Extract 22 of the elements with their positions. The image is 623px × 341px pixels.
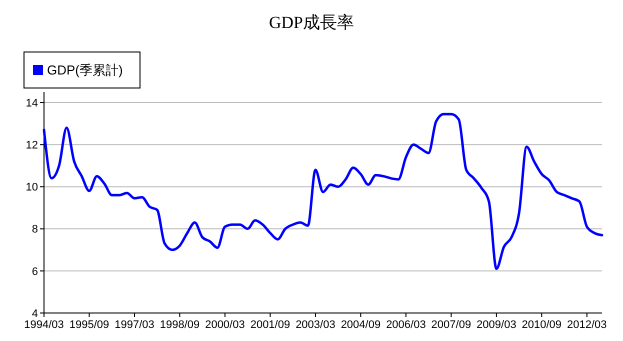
y-tick-label: 8 <box>32 224 38 236</box>
x-tick-label: 1994/03 <box>24 319 64 331</box>
x-tick-label: 2009/03 <box>476 319 516 331</box>
y-tick-label: 10 <box>26 182 38 194</box>
x-tick-label: 2010/09 <box>522 319 562 331</box>
x-tick-label: 2006/03 <box>386 319 426 331</box>
x-tick-label: 2001/09 <box>250 319 290 331</box>
y-tick-label: 12 <box>26 139 38 152</box>
x-tick-label: 1997/03 <box>114 319 154 331</box>
x-tick-label: 2012/03 <box>567 319 607 331</box>
y-tick-label: 14 <box>26 97 38 110</box>
x-tick-label: 2007/09 <box>431 319 472 331</box>
chart-title: GDP成長率 <box>268 13 354 32</box>
x-tick-label: 2000/03 <box>205 319 245 331</box>
x-tick-label: 1998/09 <box>160 319 200 331</box>
y-tick-label: 6 <box>32 266 38 278</box>
x-tick-label: 2004/09 <box>340 319 381 331</box>
line-series <box>42 112 604 270</box>
y-tick-label: 4 <box>32 308 38 320</box>
x-tick-label: 1995/09 <box>69 319 110 331</box>
legend-label: GDP(季累計) <box>47 62 123 78</box>
x-tick-label: 2003/03 <box>296 319 336 331</box>
